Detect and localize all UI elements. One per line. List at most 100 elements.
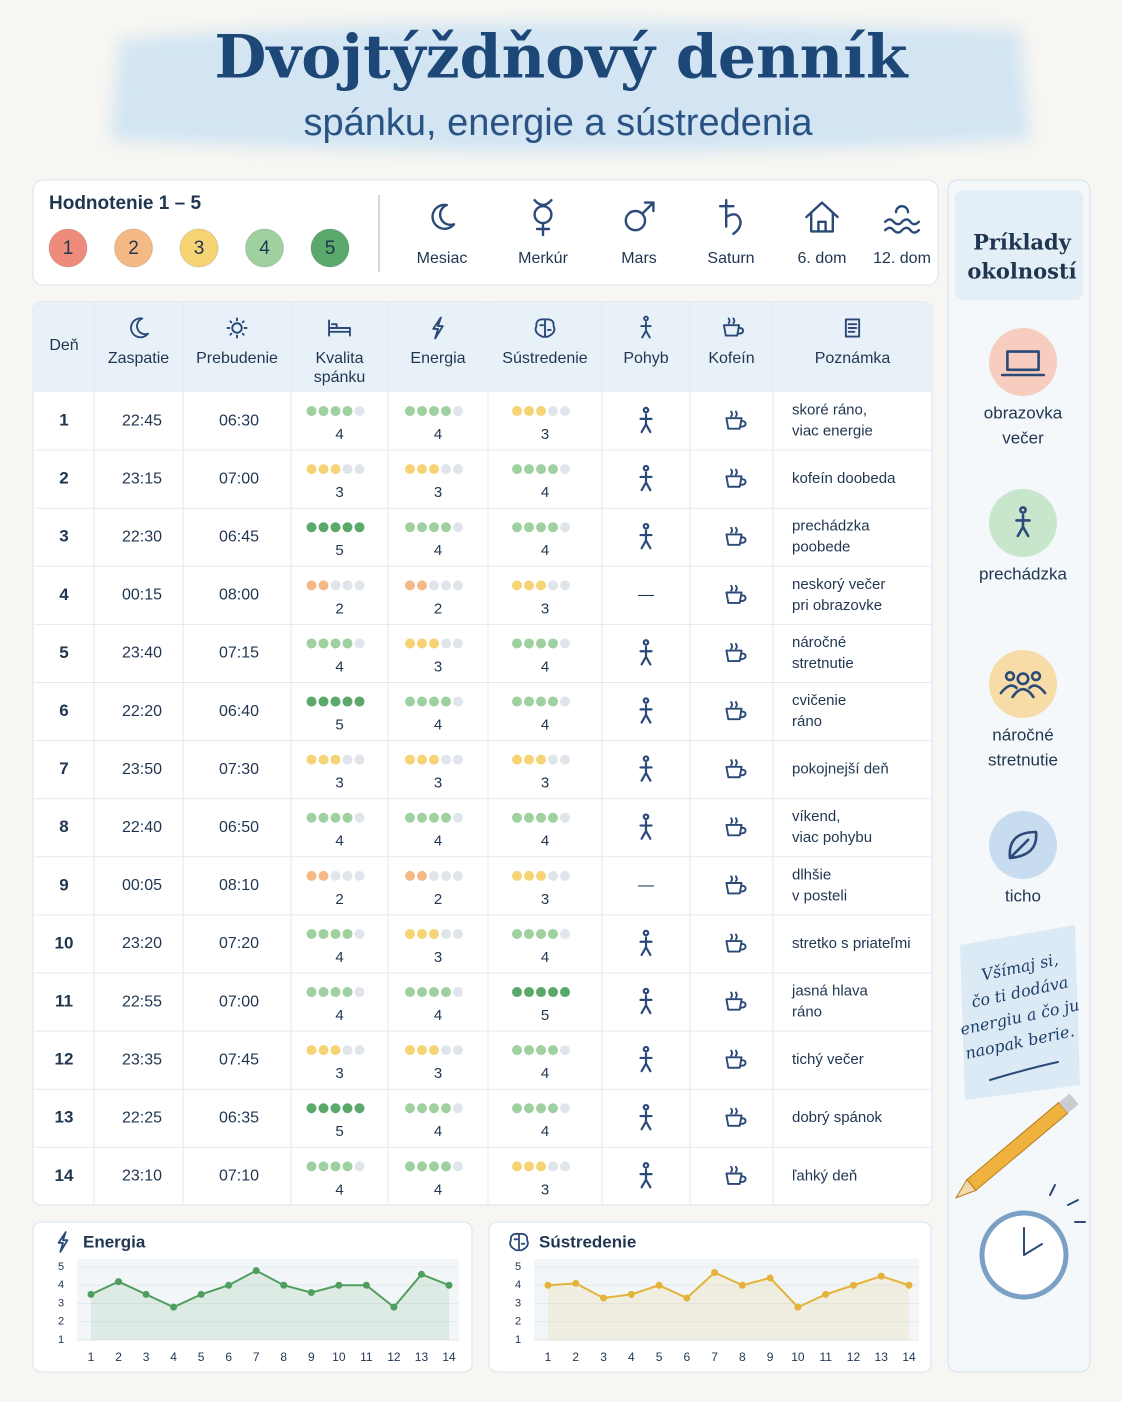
dot [524, 754, 534, 765]
point [417, 1270, 425, 1278]
dot [524, 928, 534, 939]
wake-time: 06:45 [219, 528, 259, 545]
note: stretnutie [792, 655, 854, 672]
dot [429, 928, 439, 939]
movement: — [638, 587, 654, 604]
note: ráno [792, 1004, 822, 1021]
dot [318, 522, 329, 533]
rating-value: 4 [541, 949, 549, 966]
rating-dots [512, 812, 570, 823]
rating-dots [306, 754, 365, 765]
symbol-icon [805, 201, 839, 233]
dot [342, 1161, 353, 1172]
dot [441, 754, 451, 765]
dot [318, 580, 329, 591]
dot [512, 638, 522, 649]
point [390, 1303, 398, 1311]
day: 7 [59, 759, 68, 778]
chart-icon [57, 1231, 69, 1253]
dot [306, 812, 317, 823]
note: viac pohybu [792, 829, 872, 846]
dot [318, 1161, 329, 1172]
table-header-bg [34, 303, 931, 392]
dot [405, 1045, 415, 1056]
dot [536, 464, 546, 475]
dot [318, 928, 329, 939]
rating-value: 4 [541, 658, 549, 675]
dot [560, 638, 570, 649]
dot [354, 812, 365, 823]
dot [453, 406, 463, 417]
dot [306, 638, 317, 649]
rating-swatch [48, 228, 88, 268]
rating-dots [306, 928, 365, 939]
dot [330, 1161, 341, 1172]
note: v posteli [792, 887, 847, 904]
point [252, 1267, 260, 1275]
x-tick-label: 1 [545, 1350, 552, 1364]
dot [429, 812, 439, 823]
y-tick-label: 5 [515, 1261, 521, 1273]
dot [354, 1103, 365, 1114]
dot [512, 464, 522, 475]
symbol-label: Mesiac [417, 250, 468, 267]
rating-value: 4 [434, 426, 442, 443]
dot [536, 696, 546, 707]
movement-icon [639, 987, 653, 1015]
note: prechádzka [792, 518, 870, 535]
x-tick-label: 8 [280, 1350, 287, 1364]
header-icon [130, 317, 149, 339]
dot [512, 1161, 522, 1172]
rating-dots [306, 870, 365, 881]
rating-value: 3 [541, 426, 549, 443]
dot [417, 1161, 427, 1172]
movement: — [638, 877, 654, 894]
point [766, 1274, 774, 1282]
coffee-icon [725, 643, 747, 663]
dot [524, 812, 534, 823]
y-tick-label: 2 [58, 1316, 64, 1328]
dot [342, 928, 353, 939]
dot [512, 522, 522, 533]
dot [417, 870, 427, 881]
dot [524, 870, 534, 881]
rating-label: 1 [63, 238, 74, 259]
rating-label: 4 [259, 238, 270, 259]
legend-label: Hodnotenie 1 – 5 [49, 193, 201, 214]
dot [318, 696, 329, 707]
dot [429, 1161, 439, 1172]
dot [453, 987, 463, 998]
dot [524, 987, 534, 998]
dot [441, 406, 451, 417]
dot [536, 928, 546, 939]
rating-label: 5 [325, 238, 336, 259]
point [655, 1281, 663, 1289]
dot [405, 870, 415, 881]
rating-dots [405, 406, 463, 417]
sleep-time: 23:50 [122, 761, 162, 778]
dot [318, 406, 329, 417]
dot [306, 406, 317, 417]
dot [512, 987, 522, 998]
rating-value: 3 [541, 775, 549, 792]
point [683, 1294, 691, 1302]
dot [560, 464, 570, 475]
rating-value: 4 [541, 542, 549, 559]
rating-dots [405, 987, 463, 998]
dot [405, 812, 415, 823]
dot [354, 696, 365, 707]
dot [560, 812, 570, 823]
dot [354, 928, 365, 939]
rating-value: 4 [541, 1123, 549, 1140]
header-icon [328, 319, 351, 337]
dot [429, 522, 439, 533]
note: pokojnejší deň [792, 761, 889, 778]
dot [405, 987, 415, 998]
header-icon [432, 316, 444, 340]
dot [536, 987, 546, 998]
dot [453, 1161, 463, 1172]
x-tick-label: 3 [143, 1350, 150, 1364]
rating-value: 3 [541, 600, 549, 617]
dot [330, 1045, 341, 1056]
dot [417, 928, 427, 939]
